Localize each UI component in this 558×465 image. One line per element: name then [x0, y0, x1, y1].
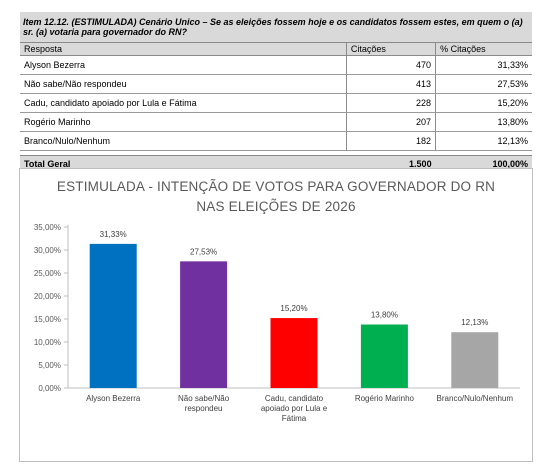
- bar-chart: ESTIMULADA - INTENÇÃO DE VOTOS PARA GOVE…: [19, 168, 533, 462]
- x-category-label: Cadu, candidato: [265, 394, 324, 403]
- chart-title-line-2: NAS ELEIÇÕES DE 2026: [196, 199, 356, 214]
- row-pct: 13,80%: [435, 112, 532, 132]
- header-pct-citacoes: % Citações: [435, 42, 532, 56]
- table-title-row: Item 12.12. (ESTIMULADA) Cenário Unico –…: [20, 12, 532, 43]
- row-pct: 15,20%: [435, 93, 532, 113]
- bar: [270, 318, 318, 388]
- header-resposta: Resposta: [20, 42, 347, 56]
- results-table: Item 12.12. (ESTIMULADA) Cenário Unico –…: [20, 12, 532, 172]
- bar-data-label: 31,33%: [100, 230, 127, 239]
- bar-data-label: 15,20%: [280, 304, 307, 313]
- x-category-label: respondeu: [185, 404, 223, 413]
- bar: [180, 261, 228, 388]
- table-row: Cadu, candidato apoiado por Lula e Fátim…: [20, 93, 532, 113]
- x-category-label: Rogério Marinho: [355, 394, 415, 403]
- row-count: 470: [345, 55, 436, 75]
- chart-title-line-1: ESTIMULADA - INTENÇÃO DE VOTOS PARA GOVE…: [56, 179, 496, 194]
- bar: [451, 332, 499, 388]
- row-pct: 31,33%: [435, 55, 532, 75]
- table-row: Não sabe/Não respondeu 413 27,53%: [20, 74, 532, 94]
- row-label: Alyson Bezerra: [20, 55, 347, 75]
- x-category-label: apoiado por Lula e: [261, 404, 328, 413]
- y-tick-label: 25,00%: [34, 269, 61, 278]
- x-category-label: Alyson Bezerra: [86, 394, 141, 403]
- row-label: Não sabe/Não respondeu: [20, 74, 347, 94]
- y-tick-label: 30,00%: [34, 246, 61, 255]
- bar: [89, 243, 137, 388]
- row-count: 182: [345, 131, 436, 151]
- row-count: 413: [345, 74, 436, 94]
- row-pct: 27,53%: [435, 74, 532, 94]
- row-count: 207: [345, 112, 436, 132]
- bar-data-label: 12,13%: [461, 318, 488, 327]
- bar-data-label: 13,80%: [371, 311, 398, 320]
- table-row: Rogério Marinho 207 13,80%: [20, 112, 532, 132]
- y-tick-label: 10,00%: [34, 338, 61, 347]
- table-total-row: Total Geral 1.500 100,00%: [20, 155, 532, 172]
- x-category-label: Branco/Nulo/Nenhum: [437, 394, 514, 403]
- y-tick-label: 35,00%: [34, 223, 61, 232]
- row-pct: 12,13%: [435, 131, 532, 151]
- table-row: Branco/Nulo/Nenhum 182 12,13%: [20, 131, 532, 151]
- x-category-label: Não sabe/Não: [178, 394, 230, 403]
- y-tick-label: 5,00%: [38, 361, 61, 370]
- bar-data-label: 27,53%: [190, 247, 217, 256]
- row-count: 228: [345, 93, 436, 113]
- row-label: Cadu, candidato apoiado por Lula e Fátim…: [20, 93, 347, 113]
- table-header-row: Resposta Citações % Citações: [20, 42, 532, 56]
- total-count: 1.500: [346, 155, 436, 172]
- header-citacoes: Citações: [345, 42, 436, 56]
- total-label: Total Geral: [20, 155, 347, 172]
- y-tick-label: 15,00%: [34, 315, 61, 324]
- row-label: Rogério Marinho: [20, 112, 347, 132]
- total-pct: 100,00%: [435, 155, 532, 172]
- bar: [360, 324, 408, 388]
- x-category-label: Fátima: [282, 414, 307, 423]
- table-title: Item 12.12. (ESTIMULADA) Cenário Unico –…: [20, 12, 532, 43]
- y-tick-label: 0,00%: [38, 384, 61, 393]
- table-spacer: [20, 150, 532, 156]
- row-label: Branco/Nulo/Nenhum: [20, 131, 347, 151]
- table-row: Alyson Bezerra 470 31,33%: [20, 55, 532, 75]
- y-tick-label: 20,00%: [34, 292, 61, 301]
- chart-plot: 0,00% 5,00% 10,00% 15,00% 20,00% 25,00% 30,00%…: [34, 223, 520, 423]
